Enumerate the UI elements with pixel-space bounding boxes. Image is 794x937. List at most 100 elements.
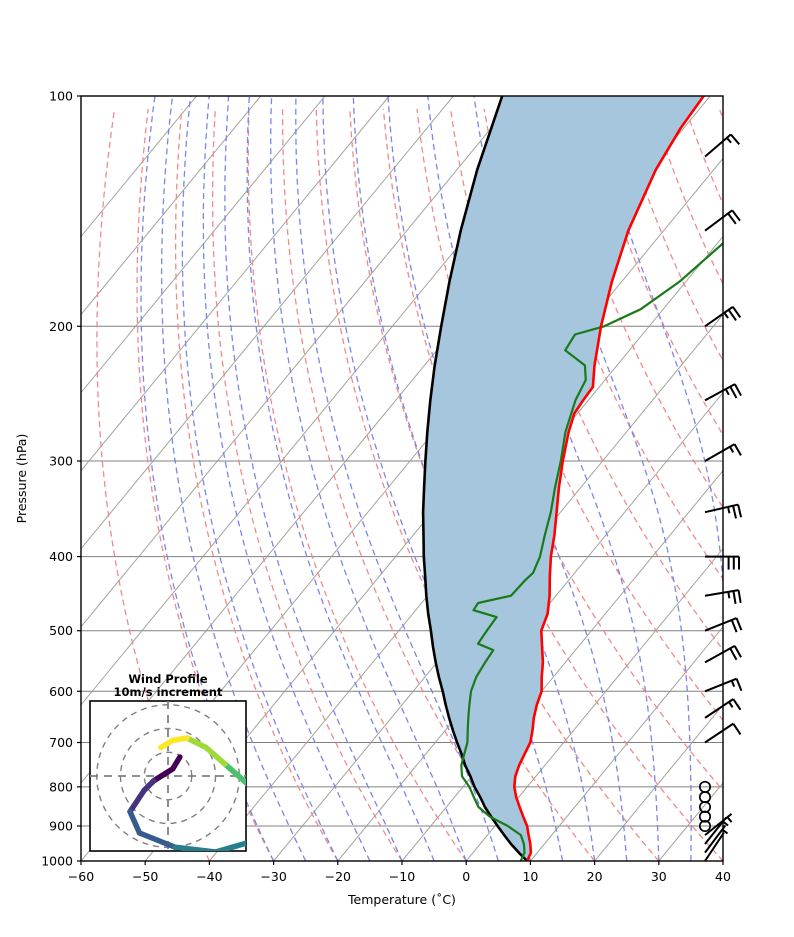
barb-full (729, 386, 738, 399)
y-tick-label: 200 (49, 319, 73, 334)
x-axis-label: Temperature (˚C) (347, 892, 456, 907)
barb-half (723, 312, 729, 319)
hodograph-content (90, 701, 246, 851)
x-tick-label: 10 (522, 869, 538, 884)
moist-adiabat-line (352, 96, 564, 861)
isotherm-line (465, 547, 723, 861)
barb-full (733, 443, 742, 456)
isotherm-line (594, 704, 723, 861)
isotherm-line (81, 96, 518, 628)
hodograph-trace-segment (172, 844, 219, 851)
x-tick-label: −30 (260, 869, 286, 884)
moist-adiabat-line (246, 96, 435, 861)
barb-shaft (704, 589, 739, 597)
moist-adiabat-line (589, 96, 723, 861)
barb-shaft (704, 698, 734, 719)
barb-full (731, 209, 741, 222)
moist-adiabat-line (270, 96, 467, 861)
moist-adiabat-line (526, 96, 692, 861)
barb-full (733, 645, 742, 658)
barb-full (735, 678, 743, 692)
barb-full (735, 617, 743, 631)
wind-barb (704, 698, 742, 719)
moist-adiabat-line (140, 96, 275, 861)
x-tick-label: −40 (196, 869, 222, 884)
wind-barb (704, 589, 742, 604)
wind-barb (704, 722, 742, 744)
moist-adiabat-line (224, 96, 403, 861)
x-tick-label: −50 (132, 869, 158, 884)
wind-barb (704, 644, 742, 664)
wind-barb (704, 832, 725, 862)
hodograph-trace-segment (212, 840, 246, 851)
y-tick-label: 600 (49, 684, 73, 699)
hodograph-trace-segment (222, 761, 246, 784)
hodograph-trace-segment (184, 735, 209, 751)
wind-barb (704, 209, 741, 232)
barb-full (732, 723, 742, 736)
data-layer (421, 96, 723, 861)
dry-adiabat-line (584, 108, 723, 437)
barb-half (729, 446, 735, 453)
calm-wind-circle (698, 780, 712, 793)
dry-adiabat-line (136, 108, 275, 861)
isotherm-line (81, 96, 197, 238)
y-tick-label: 100 (49, 89, 73, 104)
wind-barb (698, 819, 712, 833)
barb-full (729, 647, 738, 661)
cin-cape-shading (423, 96, 704, 861)
x-tick-label: −60 (68, 869, 94, 884)
barb-full (732, 306, 742, 319)
wind-barb (705, 555, 740, 570)
y-tick-label: 400 (49, 549, 73, 564)
y-axis-label: Pressure (hPa) (14, 434, 29, 524)
x-tick-label: −20 (325, 869, 351, 884)
hodograph-title-line1: Wind Profile (128, 672, 208, 686)
x-tick-label: 40 (715, 869, 731, 884)
wind-barb (704, 305, 742, 328)
moist-adiabat-line (295, 96, 499, 861)
dry-adiabat-line (382, 108, 723, 861)
barb-half (727, 591, 731, 599)
barb-shaft (704, 824, 727, 854)
dry-adiabat-line (174, 108, 339, 861)
y-tick-label: 900 (49, 818, 73, 833)
wind-barb (704, 133, 741, 158)
hodograph-title-line2: 10m/s increment (114, 685, 223, 699)
profile-dewpoint (460, 241, 723, 861)
isotherm-line (337, 391, 723, 861)
isotherm-line (81, 96, 454, 550)
barb-half (722, 820, 729, 827)
x-tick-label: −10 (389, 869, 415, 884)
hodograph-trace-segment (151, 766, 176, 784)
y-tick-label: 300 (49, 453, 73, 468)
x-tick-label: 20 (587, 869, 603, 884)
dry-adiabat-line (517, 108, 723, 580)
isotherm-line (273, 313, 723, 861)
barb-full (730, 619, 738, 633)
wind-barb (704, 813, 733, 836)
wind-barb (704, 503, 743, 519)
y-tick-label: 1000 (41, 854, 73, 869)
barb-full (727, 309, 737, 321)
profile-temperature (513, 96, 705, 861)
x-tick-label: 30 (651, 869, 667, 884)
hodograph-trace-segment (127, 787, 147, 815)
wind-barb (704, 383, 742, 402)
moist-adiabat-line (160, 96, 307, 861)
hodograph-trace-segment (203, 744, 228, 767)
barb-full (732, 590, 737, 604)
y-tick-label: 800 (49, 779, 73, 794)
barb-full (730, 133, 741, 145)
y-tick-label: 500 (49, 623, 73, 638)
barb-full (732, 505, 737, 519)
wind-barb (704, 617, 743, 633)
barb-half (730, 680, 736, 687)
barb-half (727, 506, 731, 514)
isotherm-line (81, 96, 390, 472)
x-tick-label: 0 (462, 869, 470, 884)
barb-shaft (704, 443, 736, 462)
barb-full (733, 383, 742, 397)
